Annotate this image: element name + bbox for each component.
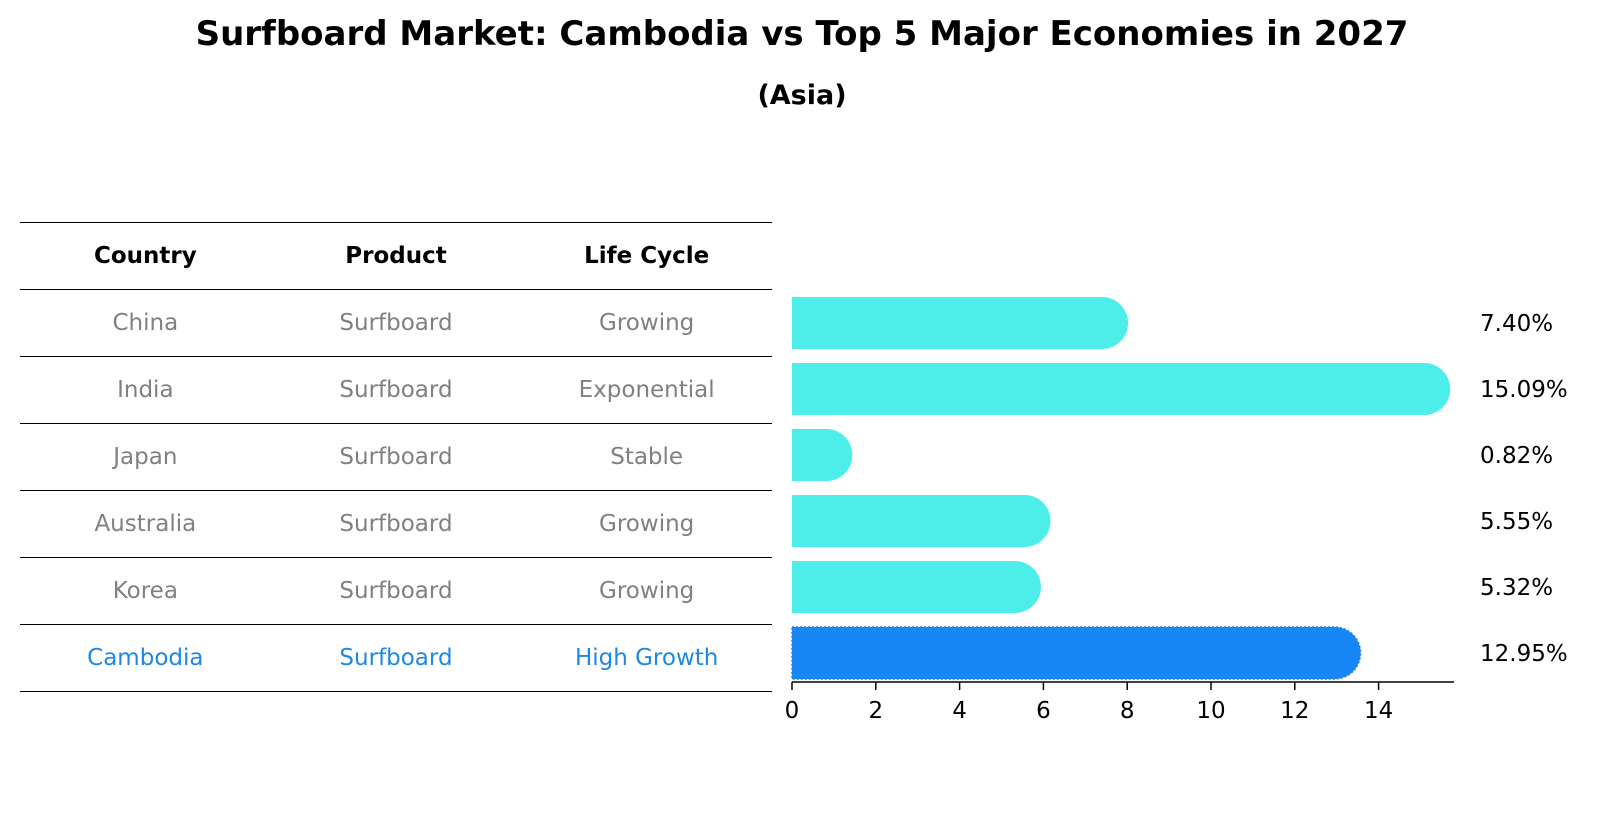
cell-life-cycle: High Growth — [521, 624, 772, 692]
header-country: Country — [20, 222, 271, 290]
bar-highlight — [791, 626, 1362, 680]
cell-country: India — [20, 356, 271, 424]
bar — [792, 429, 853, 481]
header-product: Product — [270, 222, 522, 290]
value-label: 15.09% — [1480, 377, 1568, 403]
bar-chart: 7.40% 15.09% 0.82% 5.55% 5.32% 12.95% 0 2 4 6 8 10… — [785, 297, 1568, 724]
bar — [792, 363, 1451, 415]
cell-country: Australia — [20, 490, 271, 558]
bar-group — [791, 297, 1451, 680]
x-axis: 0 2 4 6 8 10 12 14 — [785, 681, 1454, 724]
value-label: 12.95% — [1480, 641, 1568, 667]
table-row: India Surfboard Exponential — [20, 356, 772, 424]
cell-product: Surfboard — [270, 289, 522, 357]
x-tick-label: 12 — [1280, 698, 1309, 724]
cell-life-cycle: Growing — [521, 490, 772, 558]
cell-life-cycle: Exponential — [521, 356, 772, 424]
table-row-highlight: Cambodia Surfboard High Growth — [20, 624, 772, 692]
x-tick-label: 6 — [1036, 698, 1051, 724]
data-table-container: Country Product Life Cycle China Surfboa… — [20, 222, 772, 692]
x-tick-label: 2 — [868, 698, 883, 724]
bar — [792, 561, 1041, 613]
table-row: Korea Surfboard Growing — [20, 557, 772, 625]
bar — [792, 495, 1051, 547]
cell-country: China — [20, 289, 271, 357]
value-label: 0.82% — [1480, 443, 1553, 469]
value-label: 5.32% — [1480, 575, 1553, 601]
cell-country: Cambodia — [20, 624, 271, 692]
table-row: Australia Surfboard Growing — [20, 490, 772, 558]
chart-subtitle: (Asia) — [757, 80, 847, 111]
cell-life-cycle: Growing — [521, 557, 772, 625]
data-table: Country Product Life Cycle China Surfboa… — [20, 222, 772, 692]
cell-product: Surfboard — [270, 423, 522, 491]
cell-life-cycle: Growing — [521, 289, 772, 357]
cell-product: Surfboard — [270, 490, 522, 558]
x-tick-label: 10 — [1196, 698, 1225, 724]
header-life-cycle: Life Cycle — [521, 222, 772, 290]
cell-product: Surfboard — [270, 557, 522, 625]
x-tick-label: 4 — [952, 698, 967, 724]
cell-life-cycle: Stable — [521, 423, 772, 491]
table-header-row: Country Product Life Cycle — [20, 222, 772, 290]
table-row: China Surfboard Growing — [20, 289, 772, 357]
cell-country: Japan — [20, 423, 271, 491]
cell-country: Korea — [20, 557, 271, 625]
value-label-group: 7.40% 15.09% 0.82% 5.55% 5.32% 12.95% — [1480, 311, 1568, 667]
bar — [792, 297, 1129, 349]
x-tick-label: 14 — [1364, 698, 1393, 724]
x-tick-label: 8 — [1120, 698, 1135, 724]
cell-product: Surfboard — [270, 624, 522, 692]
value-label: 7.40% — [1480, 311, 1553, 337]
value-label: 5.55% — [1480, 509, 1553, 535]
x-tick-label: 0 — [785, 698, 800, 724]
table-row: Japan Surfboard Stable — [20, 423, 772, 491]
cell-product: Surfboard — [270, 356, 522, 424]
chart-title: Surfboard Market: Cambodia vs Top 5 Majo… — [195, 14, 1409, 54]
